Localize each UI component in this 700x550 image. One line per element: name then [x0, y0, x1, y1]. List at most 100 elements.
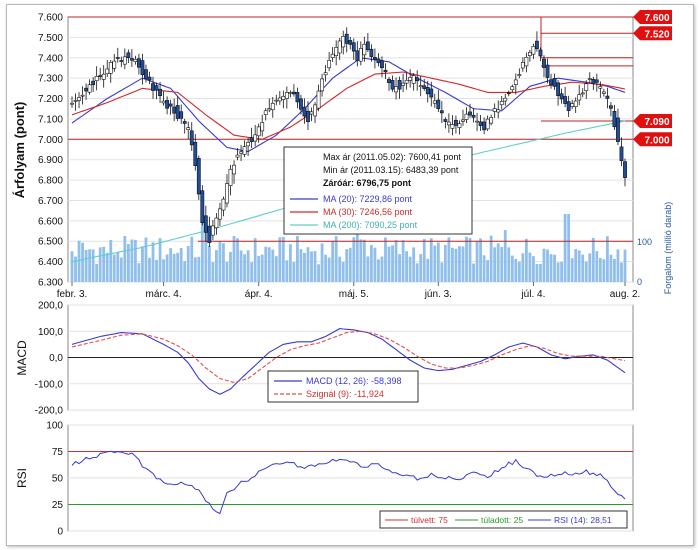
price-tags: 7.600 7.520 7.090 7.000 — [633, 10, 672, 147]
candle-body — [365, 41, 370, 51]
candle-body — [242, 146, 247, 155]
macd-tick-label: -100,0 — [35, 379, 64, 390]
candle-body — [133, 58, 138, 62]
candle-body — [457, 123, 462, 128]
volume-bar — [243, 254, 246, 282]
candle-body — [193, 141, 198, 166]
date-x-ticks: febr. 3. márc. 4. ápr. 4. máj. 5. jún. 3. júl… — [57, 282, 640, 300]
price-tag-shape — [633, 132, 672, 147]
volume-bar — [98, 247, 102, 282]
candle-body — [506, 92, 511, 95]
volume-bar — [468, 238, 472, 282]
date-tick-label: máj. 5. — [339, 289, 369, 300]
volume-bar — [475, 240, 479, 282]
price-tag-shape — [633, 113, 672, 128]
date-tick-label: ápr. 4. — [245, 289, 273, 300]
volume-bar — [605, 236, 609, 282]
candle-body — [376, 58, 381, 64]
price-y-ticks: 6.300 6.400 6.500 6.600 6.700 6.800 6.900 7.000… — [38, 13, 63, 289]
candle-body — [524, 57, 529, 67]
candle-body — [422, 85, 427, 89]
candle-body — [281, 96, 286, 100]
candle-body — [144, 69, 148, 79]
volume-bar — [155, 259, 158, 282]
candle-body — [108, 62, 113, 74]
macd-tick-label: 0,0 — [49, 353, 63, 364]
legend-oversold: túladott: 25 — [481, 515, 523, 525]
volume-bar — [574, 249, 578, 282]
candle-body — [499, 101, 504, 106]
candle-body — [80, 94, 85, 97]
macd-tick-label: 100,0 — [38, 327, 63, 338]
volume-bar — [207, 245, 211, 282]
candle-body — [351, 42, 356, 52]
volume-bar — [236, 238, 239, 282]
volume-bar — [479, 238, 482, 282]
volume-bar — [186, 245, 190, 282]
legend-macd: MACD (12, 26): -58,398 — [306, 376, 402, 386]
volume-bar — [225, 261, 229, 282]
signal-line — [71, 330, 626, 383]
volume-bar — [613, 258, 616, 282]
volume-bar — [271, 249, 275, 282]
candle-body — [394, 86, 398, 93]
volume-bar — [461, 246, 465, 282]
rsi-tick-label: 0 — [57, 527, 63, 538]
volume-bar — [288, 244, 292, 282]
volume-bar — [91, 249, 95, 282]
candle-body — [320, 78, 324, 92]
legend-max: Max ár (2011.05.02): 7600,41 pont — [323, 152, 461, 162]
volume-bar — [602, 259, 606, 282]
candle-body — [471, 114, 476, 118]
candle-body — [140, 60, 145, 75]
volume-bar — [317, 264, 320, 282]
price-tick-label: 7.200 — [38, 94, 63, 105]
legend-rsi: RSI (14): 28,51 — [554, 515, 612, 525]
candle-body — [390, 80, 395, 90]
candle-body — [210, 225, 215, 236]
candle-body — [580, 92, 585, 95]
candle-body — [397, 79, 402, 90]
date-tick-label: febr. 3. — [57, 289, 88, 300]
price-tick-label: 7.000 — [38, 135, 63, 146]
volume-bar — [197, 256, 201, 282]
volume-bar — [119, 257, 123, 282]
candle-body — [492, 108, 497, 112]
candle-body — [601, 91, 606, 94]
volume-bar — [546, 249, 549, 282]
volume-bar — [384, 237, 387, 282]
volume-bar — [338, 256, 342, 282]
price-tick-label: 6.600 — [38, 216, 63, 227]
candle-body — [129, 58, 134, 61]
volume-bar — [296, 235, 299, 282]
candle-body — [334, 47, 339, 56]
volume-bar — [398, 254, 401, 282]
volume-y-ticks: 0 100 — [637, 237, 652, 287]
candle-body — [513, 79, 518, 85]
candle-body — [563, 96, 568, 104]
candle-body — [337, 40, 342, 54]
volume-bar — [528, 252, 532, 282]
price-tag-label: 7.600 — [644, 13, 669, 24]
price-tick-label: 7.300 — [38, 74, 63, 85]
volume-bar — [514, 258, 518, 282]
price-tag-label: 7.090 — [644, 117, 669, 128]
candle-body — [591, 79, 596, 84]
volume-bar — [598, 257, 602, 282]
candle-body — [415, 77, 420, 82]
candle-body — [510, 86, 515, 91]
candle-body — [158, 88, 162, 97]
candle-body — [302, 106, 307, 117]
candle-body — [274, 99, 279, 102]
volume-bar — [204, 218, 208, 282]
volume-bar — [200, 218, 204, 282]
candle-body — [612, 110, 617, 128]
candle-body — [609, 105, 613, 109]
price-legend-box — [283, 146, 473, 235]
price-tick-label: 7.500 — [38, 33, 63, 44]
candle-body — [228, 168, 233, 186]
candle-body — [432, 100, 437, 104]
volume-bar — [130, 239, 134, 282]
candle-body — [277, 97, 282, 102]
